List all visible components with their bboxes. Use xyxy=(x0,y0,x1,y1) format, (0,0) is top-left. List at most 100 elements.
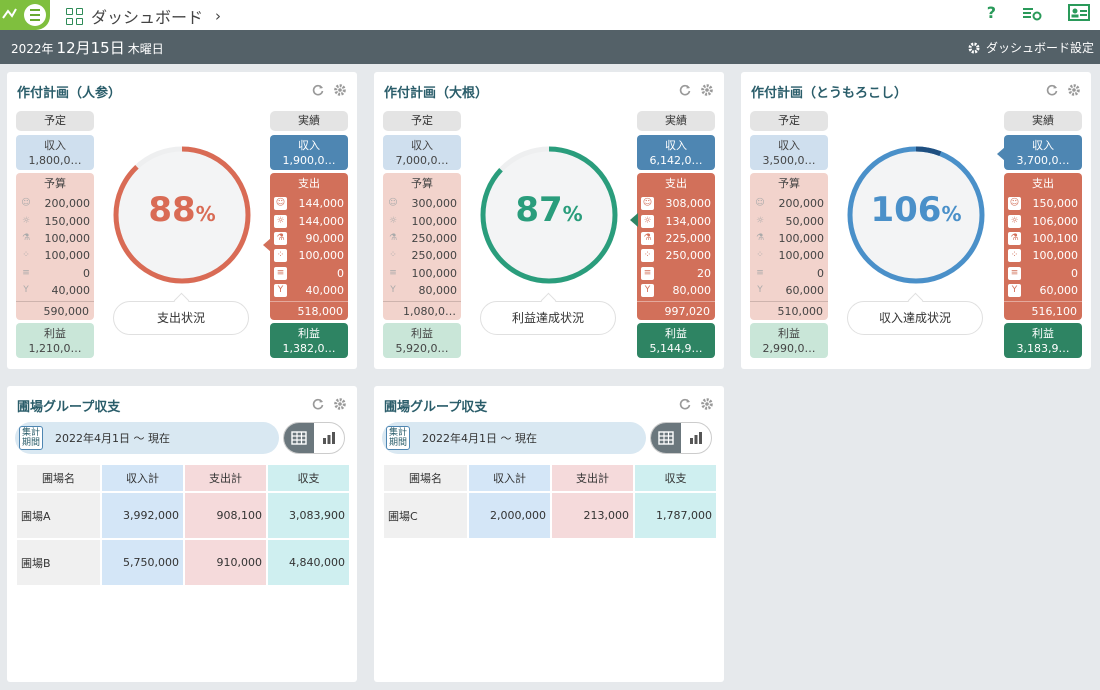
income-plan-box: 収入 1,800,0… xyxy=(16,135,94,170)
income-actual-value: 3,700,0… xyxy=(1016,154,1070,167)
refresh-icon[interactable] xyxy=(311,83,325,97)
expense-row: ☼ 134,000 xyxy=(637,212,715,229)
seed-icon: ⁘ xyxy=(641,249,654,263)
view-toggle[interactable] xyxy=(283,422,345,454)
gauge-overflow-arc xyxy=(847,146,985,284)
profit-label: 利益 xyxy=(44,327,66,340)
profit-actual-value: 3,183,9… xyxy=(1016,342,1070,355)
column-header[interactable]: 圃場名 xyxy=(384,465,467,491)
expense-label: 支出 xyxy=(665,177,687,190)
budget-value: 150,000 xyxy=(44,214,91,228)
income-actual-value: 1,900,0… xyxy=(282,154,336,167)
expense-value: 150,000 xyxy=(1032,197,1079,211)
budget-label: 予算 xyxy=(411,177,433,190)
breadcrumb[interactable]: ダッシュボード › xyxy=(66,4,221,28)
budget-value: 100,000 xyxy=(778,231,825,245)
percent-number: 88 xyxy=(148,190,196,230)
bar-chart-icon xyxy=(690,432,702,444)
card-title: 作付計画（人参） xyxy=(17,86,122,101)
table-row[interactable]: 圃場A 3,992,000 908,100 3,083,900 xyxy=(17,493,349,538)
view-toggle[interactable] xyxy=(650,422,712,454)
status-button[interactable]: 支出状況 xyxy=(113,301,249,335)
actual-label: 実績 xyxy=(1004,111,1082,131)
budget-value: 100,000 xyxy=(411,214,458,228)
percent-value: 88% xyxy=(107,190,257,230)
column-header[interactable]: 支出計 xyxy=(552,465,633,491)
table-row[interactable]: 圃場B 5,750,000 910,000 4,840,000 xyxy=(17,540,349,585)
profit-label: 利益 xyxy=(298,327,320,340)
period-display[interactable]: 集計期間 2022年4月1日 ～ 現在 xyxy=(382,422,646,454)
expense-label: 支出 xyxy=(1032,177,1054,190)
gear-icon[interactable] xyxy=(333,397,347,411)
table-view-button[interactable] xyxy=(651,423,681,453)
menu-icon[interactable] xyxy=(24,4,46,26)
column-header[interactable]: 支出計 xyxy=(185,465,266,491)
budget-row: ☺ 200,000 xyxy=(16,195,94,212)
budget-value: 100,000 xyxy=(44,231,91,245)
chart-view-button[interactable] xyxy=(681,423,711,453)
layers-icon: ≡ xyxy=(641,266,654,280)
gear-icon[interactable] xyxy=(700,397,714,411)
app-logo[interactable] xyxy=(0,0,50,30)
gear-icon[interactable] xyxy=(700,83,714,97)
chevron-right-icon: › xyxy=(215,7,222,25)
profit-label: 利益 xyxy=(411,327,433,340)
profit-plan-value: 2,990,0… xyxy=(762,342,816,355)
dashboard-settings-button[interactable]: ダッシュボード設定 xyxy=(967,39,1094,56)
expense-value: 134,000 xyxy=(665,214,712,228)
table-view-button[interactable] xyxy=(284,423,314,453)
status-button[interactable]: 利益達成状況 xyxy=(480,301,616,335)
expense-value: 100,000 xyxy=(298,249,345,263)
refresh-icon[interactable] xyxy=(678,83,692,97)
income-plan-value: 1,800,0… xyxy=(28,154,82,167)
help-icon[interactable]: ? xyxy=(986,3,996,22)
gear-icon[interactable] xyxy=(333,83,347,97)
table-cell: 910,000 xyxy=(185,540,266,585)
person-icon: ☺ xyxy=(1008,197,1021,211)
list-settings-icon[interactable] xyxy=(1022,5,1042,21)
expense-value: 144,000 xyxy=(298,197,345,211)
period-value: 2022年4月1日 ～ 現在 xyxy=(422,432,537,445)
refresh-icon[interactable] xyxy=(1045,83,1059,97)
column-header[interactable]: 収入計 xyxy=(469,465,550,491)
status-pointer xyxy=(630,213,638,227)
expense-row: ☺ 144,000 xyxy=(270,195,348,212)
column-header[interactable]: 圃場名 xyxy=(17,465,100,491)
table-row[interactable]: 圃場C 2,000,000 213,000 1,787,000 xyxy=(384,493,716,538)
chart-view-button[interactable] xyxy=(314,423,344,453)
bulb-icon: ☼ xyxy=(641,214,654,228)
refresh-icon[interactable] xyxy=(311,397,325,411)
budget-row: ☼ 100,000 xyxy=(383,212,461,229)
period-display[interactable]: 集計期間 2022年4月1日 ～ 現在 xyxy=(15,422,279,454)
budget-row: ≡ 100,000 xyxy=(383,265,461,282)
id-card-icon[interactable] xyxy=(1068,4,1090,21)
expense-row: Y 80,000 xyxy=(637,282,715,299)
period-label: 集計期間 xyxy=(386,426,410,450)
budget-box: 予算 ☺ 200,000 ☼ 150,000 ⚗ 100,000 ⁘ 100,000 ≡ 0 Y 40… xyxy=(16,173,94,320)
flask-icon: ⚗ xyxy=(21,232,31,243)
field-group-table: 圃場名 収入計 支出計 収支 圃場C 2,000,000 213,000 1,787,000 xyxy=(382,463,718,540)
current-date: 2022年 12月15日 木曜日 xyxy=(11,37,164,58)
budget-label: 予算 xyxy=(44,177,66,190)
income-actual-box: 収入 3,700,0… xyxy=(1004,135,1082,170)
gear-icon[interactable] xyxy=(1067,83,1081,97)
expense-row: Y 60,000 xyxy=(1004,282,1082,299)
column-header[interactable]: 収支 xyxy=(268,465,349,491)
profit-plan-box: 利益 5,920,0… xyxy=(383,323,461,358)
bulb-icon: ☼ xyxy=(274,214,287,228)
card-title: 圃場グループ収支 xyxy=(384,400,488,415)
table-cell: 5,750,000 xyxy=(102,540,183,585)
budget-row: ☼ 150,000 xyxy=(16,212,94,229)
expense-row: ⚗ 100,100 xyxy=(1004,230,1082,247)
bulb-icon: ☼ xyxy=(21,215,31,226)
refresh-icon[interactable] xyxy=(678,397,692,411)
column-header[interactable]: 収支 xyxy=(635,465,716,491)
income-label: 収入 xyxy=(778,139,800,152)
status-button[interactable]: 収入達成状況 xyxy=(847,301,983,335)
gauge-arc xyxy=(480,146,618,284)
expense-label: 支出 xyxy=(298,177,320,190)
expense-row: ⚗ 225,000 xyxy=(637,230,715,247)
column-header[interactable]: 収入計 xyxy=(102,465,183,491)
budget-value: 200,000 xyxy=(44,197,91,211)
date-year: 2022年 xyxy=(11,41,54,56)
